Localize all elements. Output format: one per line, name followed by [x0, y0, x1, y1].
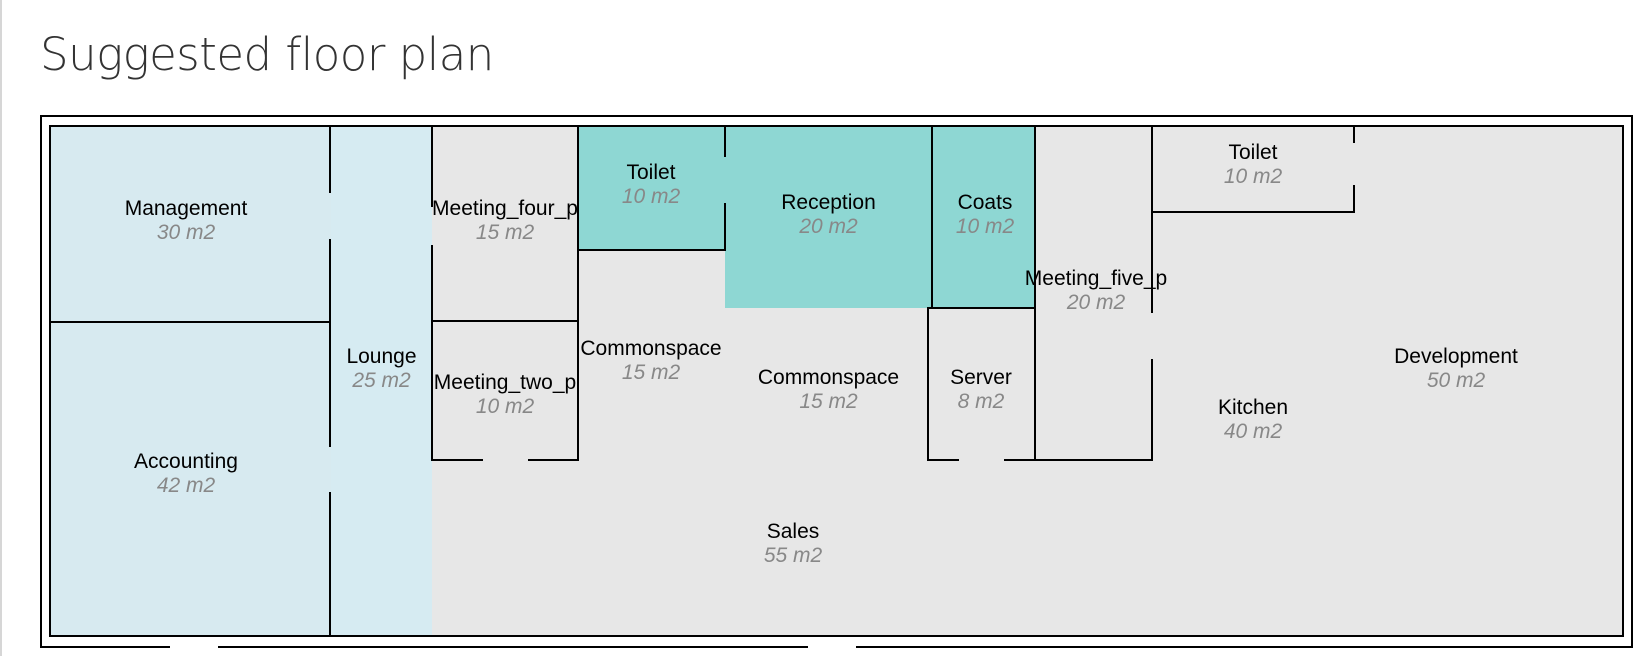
- room-reception[interactable]: [725, 127, 932, 308]
- wall: [724, 127, 726, 157]
- page-title: Suggested floor plan: [40, 28, 494, 81]
- wall: [578, 249, 726, 251]
- wall: [528, 459, 579, 461]
- wall: [329, 239, 331, 447]
- room-lounge[interactable]: [331, 127, 432, 635]
- wall: [724, 203, 726, 251]
- room-management[interactable]: [51, 127, 331, 322]
- wall: [1004, 459, 1153, 461]
- entrance-gap-center: [808, 645, 856, 649]
- wall: [1353, 127, 1355, 143]
- wall: [931, 127, 933, 308]
- wall: [51, 321, 331, 323]
- wall: [431, 245, 433, 460]
- wall: [329, 127, 331, 193]
- wall: [1151, 359, 1153, 461]
- wall: [1353, 185, 1355, 213]
- room-coats[interactable]: [932, 127, 1035, 308]
- wall: [431, 459, 483, 461]
- wall: [577, 127, 579, 460]
- wall: [431, 320, 578, 322]
- wall: [1151, 211, 1355, 213]
- room-toilet-1[interactable]: [578, 127, 725, 250]
- wall: [927, 307, 1036, 309]
- page-left-border: [0, 0, 2, 656]
- wall: [431, 127, 433, 207]
- wall: [927, 307, 929, 460]
- floor-plan: Management 30 m2 Accounting 42 m2 Lounge…: [49, 125, 1624, 637]
- wall: [1034, 127, 1036, 460]
- wall: [329, 492, 331, 635]
- room-accounting[interactable]: [51, 322, 331, 635]
- wall: [1151, 127, 1153, 313]
- entrance-gap-left: [170, 645, 218, 649]
- wall: [927, 459, 959, 461]
